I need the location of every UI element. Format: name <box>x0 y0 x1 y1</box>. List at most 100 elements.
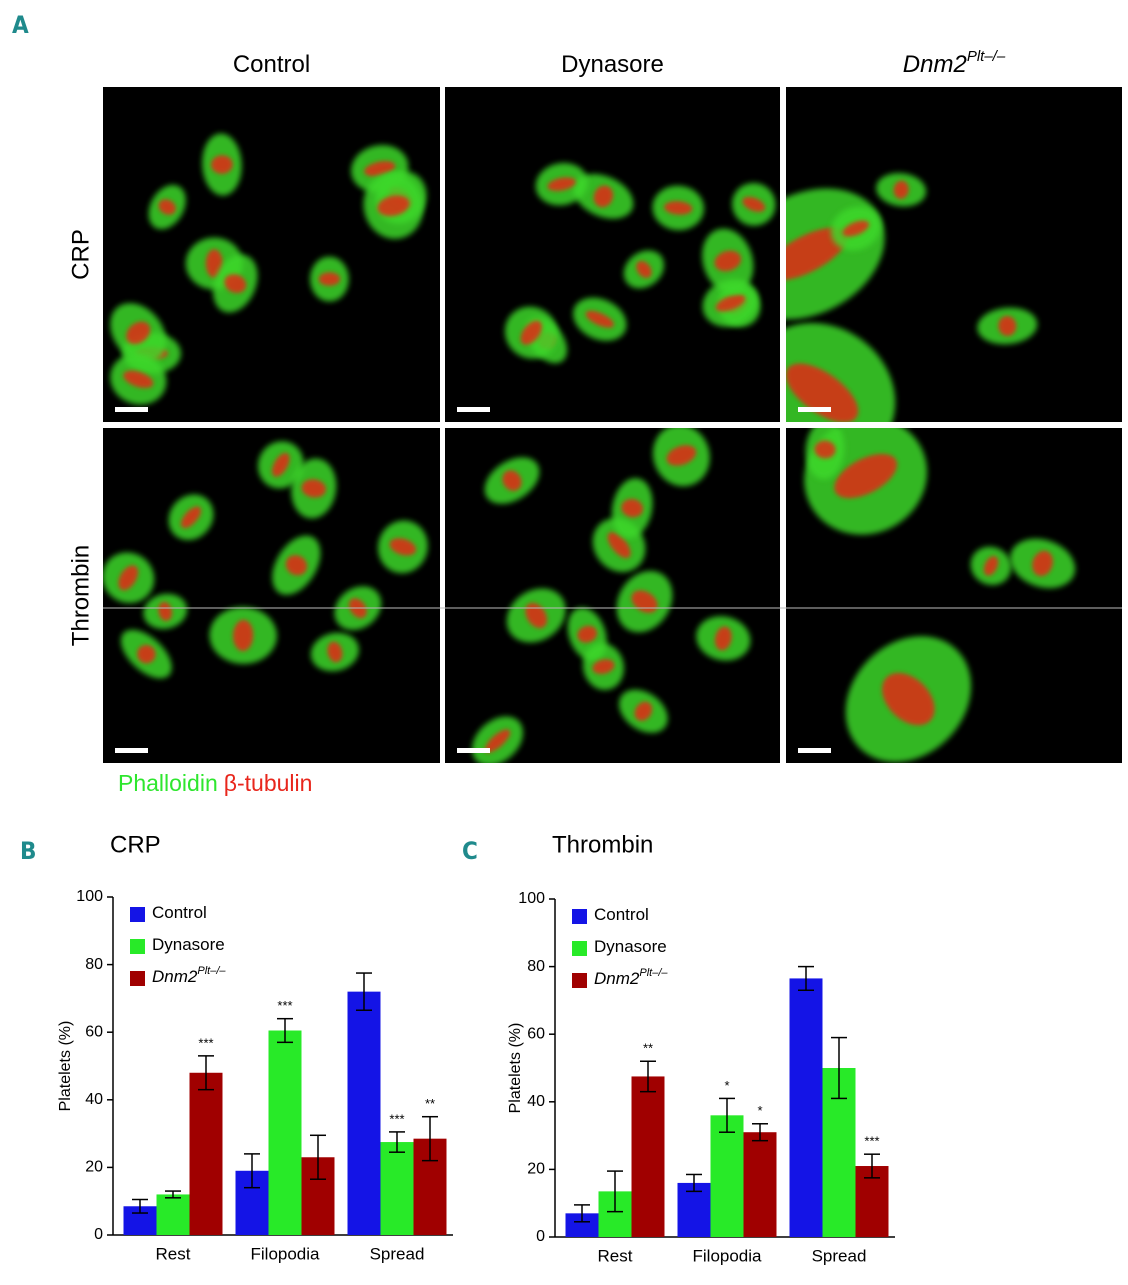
error-bar <box>244 1153 260 1189</box>
cell-tubulin <box>137 644 156 664</box>
significance: *** <box>389 1111 404 1126</box>
significance: *** <box>277 998 292 1013</box>
cell-tubulin <box>786 363 859 422</box>
bar <box>743 1132 777 1237</box>
error-bar <box>686 1173 702 1193</box>
x-tick-label: Rest <box>598 1246 633 1265</box>
legend-label: Dnm2Plt–/– <box>594 967 668 989</box>
x-tick-label: Spread <box>370 1244 425 1263</box>
x-tick-label: Filopodia <box>693 1246 763 1265</box>
legend-label: Dynasore <box>152 935 225 954</box>
cell-tubulin <box>118 565 139 591</box>
column-title: Dynasore <box>561 51 664 78</box>
chart-title: CRP <box>110 831 161 858</box>
bar <box>347 991 381 1235</box>
cell-tubulin <box>834 453 898 499</box>
column-title: Control <box>233 51 310 78</box>
cell-tubulin <box>607 532 631 559</box>
cell-tubulin <box>318 272 341 286</box>
y-tick-label: 0 <box>536 1228 545 1245</box>
scale-bar <box>457 748 490 753</box>
scale-bar <box>798 407 831 412</box>
legend-label: Dynasore <box>594 937 667 956</box>
legend-sup: Plt–/– <box>639 967 668 979</box>
micrograph <box>445 428 780 763</box>
error-bar <box>165 1190 181 1199</box>
cell-tubulin <box>585 310 614 328</box>
cell-tubulin <box>377 195 410 217</box>
legend-name: Control <box>594 905 649 924</box>
cell-tubulin <box>714 250 742 272</box>
bar <box>565 1213 599 1237</box>
cell-tubulin <box>233 619 254 652</box>
panel-label: B <box>20 837 36 865</box>
row-title: Thrombin <box>67 545 94 646</box>
error-bar <box>719 1097 735 1133</box>
cell-tubulin <box>882 672 935 726</box>
scale-bar <box>798 748 831 753</box>
cells <box>504 162 776 364</box>
error-bar <box>198 1055 214 1091</box>
cell-tubulin <box>484 729 511 753</box>
cell-tubulin <box>389 538 417 556</box>
panel-label: A <box>12 11 29 39</box>
significance: * <box>724 1078 729 1093</box>
error-bar <box>752 1123 768 1142</box>
legend-swatch <box>130 907 145 922</box>
cell-tubulin <box>158 601 173 621</box>
cell-tubulin <box>577 625 598 643</box>
cell-tubulin <box>1032 550 1053 577</box>
y-tick-label: 80 <box>527 958 545 975</box>
cell-tubulin <box>301 479 326 498</box>
legend-swatch <box>130 939 145 954</box>
legend-name: Dnm2 <box>152 967 198 986</box>
cell-tubulin <box>126 321 151 345</box>
bar <box>631 1076 665 1237</box>
cell-tubulin <box>842 220 870 237</box>
chart-title: Thrombin <box>552 831 653 858</box>
cell-tubulin <box>715 294 746 312</box>
significance: *** <box>198 1035 213 1050</box>
legend-label: Control <box>594 905 649 924</box>
legend-name: Control <box>152 903 207 922</box>
y-tick-label: 80 <box>85 956 103 973</box>
x-tick-label: Filopodia <box>251 1244 321 1263</box>
significance: *** <box>864 1134 879 1149</box>
error-bar <box>422 1115 438 1162</box>
cell-tubulin <box>211 155 233 174</box>
y-tick-label: 20 <box>527 1161 545 1178</box>
legend-sup: Plt–/– <box>197 965 226 977</box>
error-bar <box>798 965 814 992</box>
stain-red: β-tubulin <box>224 770 313 796</box>
column-title-text: Dynasore <box>561 51 664 78</box>
scale-bar <box>115 748 148 753</box>
significance: * <box>757 1103 762 1118</box>
stain-legend: Phalloidin β-tubulin <box>118 770 312 796</box>
error-bar <box>277 1017 293 1044</box>
error-bar <box>864 1153 880 1179</box>
cell-tubulin <box>123 370 154 389</box>
panel-label: C <box>462 837 478 865</box>
y-tick-label: 0 <box>94 1226 103 1243</box>
legend-label: Control <box>152 903 207 922</box>
legend-label: Dnm2Plt–/– <box>152 965 226 987</box>
x-tick-label: Spread <box>812 1246 867 1265</box>
cells <box>786 173 1038 422</box>
cell-tubulin <box>158 199 176 215</box>
column-title-text: Control <box>233 51 310 78</box>
y-axis-label: Platelets (%) <box>507 1023 524 1114</box>
error-bar <box>831 1036 847 1100</box>
micrograph <box>103 428 440 763</box>
error-bar <box>310 1134 326 1180</box>
y-tick-label: 100 <box>518 890 545 907</box>
cell-tubulin <box>621 498 644 518</box>
cells <box>472 428 751 763</box>
cell-tubulin <box>272 452 290 477</box>
cells <box>804 428 1076 763</box>
error-bar <box>607 1170 623 1213</box>
column-title-sup: Plt–/– <box>967 48 1006 65</box>
significance: ** <box>425 1096 435 1111</box>
scale-bar <box>115 407 148 412</box>
error-bar <box>640 1060 656 1093</box>
